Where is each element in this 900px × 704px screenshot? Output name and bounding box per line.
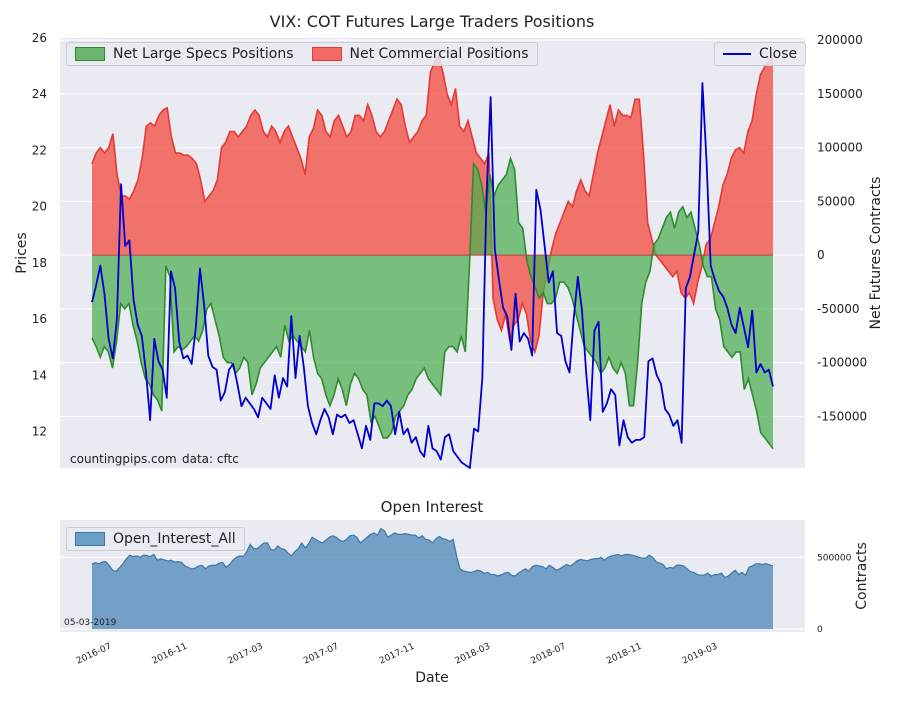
legend-item-specs: Net Large Specs Positions [75, 46, 294, 62]
y2-tick-label: 200000 [817, 33, 863, 47]
legend-label-specs: Net Large Specs Positions [113, 46, 294, 62]
x-tick-label: 2018-03 [454, 642, 492, 667]
y-tick-label: 12 [32, 424, 47, 438]
legend-item-commercial: Net Commercial Positions [311, 46, 529, 62]
x-tick-label: 2017-07 [302, 642, 340, 667]
x-tick-label: 2018-07 [529, 642, 567, 667]
x-tick-label: 2018-11 [605, 642, 643, 667]
x-tick-label: 2016-11 [151, 642, 189, 667]
close-line [91, 82, 774, 469]
oi-y-tick-label: 0 [817, 625, 823, 635]
oi-area-series [91, 527, 774, 630]
legend-item-close: Close [723, 46, 797, 62]
oi-chart-title: Open Interest [381, 498, 484, 516]
y2-tick-label: -100000 [817, 356, 867, 370]
legend-label-oi: Open_Interest_All [113, 531, 236, 547]
oi-area [92, 528, 773, 630]
legend-swatch-close [723, 53, 751, 55]
y2-tick-label: -150000 [817, 409, 867, 423]
oi-x-axis-label: Date [415, 670, 448, 686]
main-legend-left: Net Large Specs Positions Net Commercial… [66, 42, 538, 66]
y-tick-label: 22 [32, 143, 47, 157]
oi-y-axis-label: Contracts [854, 542, 870, 610]
y-tick-label: 16 [32, 312, 47, 326]
close-series [91, 82, 774, 469]
y-tick-label: 14 [32, 368, 47, 382]
main-left-axis: 12 14 16 18 20 22 24 26 [32, 31, 47, 438]
oi-y-tick-label: 500000 [817, 553, 852, 563]
main-chart-title: VIX: COT Futures Large Traders Positions [270, 12, 595, 31]
watermark-source: data: cftc [182, 452, 239, 466]
x-tick-label: 2019-03 [681, 642, 719, 667]
legend-swatch-commercial [311, 47, 342, 61]
oi-legend: Open_Interest_All [66, 527, 245, 551]
oi-date-stamp: 05-03-2019 [64, 618, 117, 628]
specs-area [92, 158, 773, 449]
main-legend-right: Close [714, 42, 807, 66]
x-tick-label: 2017-11 [378, 642, 416, 667]
commercial-line [91, 54, 774, 355]
oi-line [91, 527, 774, 579]
y2-tick-label: 100000 [817, 141, 863, 155]
main-right-axis: -150000 -100000 -50000 0 50000 100000 150000 20… [817, 33, 867, 423]
main-y2-axis-label: Net Futures Contracts [868, 177, 884, 330]
oi-right-axis: 0 500000 [817, 553, 852, 635]
y-tick-label: 24 [32, 87, 47, 101]
watermark-site: countingpips.com [70, 452, 177, 466]
x-tick-label: 2017-03 [226, 642, 264, 667]
main-y-axis-label: Prices [14, 232, 30, 273]
legend-swatch-specs [75, 47, 105, 61]
y2-tick-label: -50000 [817, 302, 860, 316]
legend-label-commercial: Net Commercial Positions [349, 46, 529, 62]
y2-tick-label: 150000 [817, 87, 863, 101]
y2-tick-label: 50000 [817, 194, 855, 208]
y-tick-label: 18 [32, 256, 47, 270]
y-tick-label: 20 [32, 200, 47, 214]
oi-x-axis: 2016-07 2016-11 2017-03 2017-07 2017-11 2018-… [75, 642, 719, 667]
legend-label-close: Close [759, 46, 798, 62]
y-tick-label: 26 [32, 31, 47, 45]
x-tick-label: 2016-07 [75, 642, 113, 667]
y2-tick-label: 0 [817, 248, 825, 262]
legend-swatch-oi [75, 532, 105, 546]
legend-item-oi: Open_Interest_All [75, 531, 236, 547]
